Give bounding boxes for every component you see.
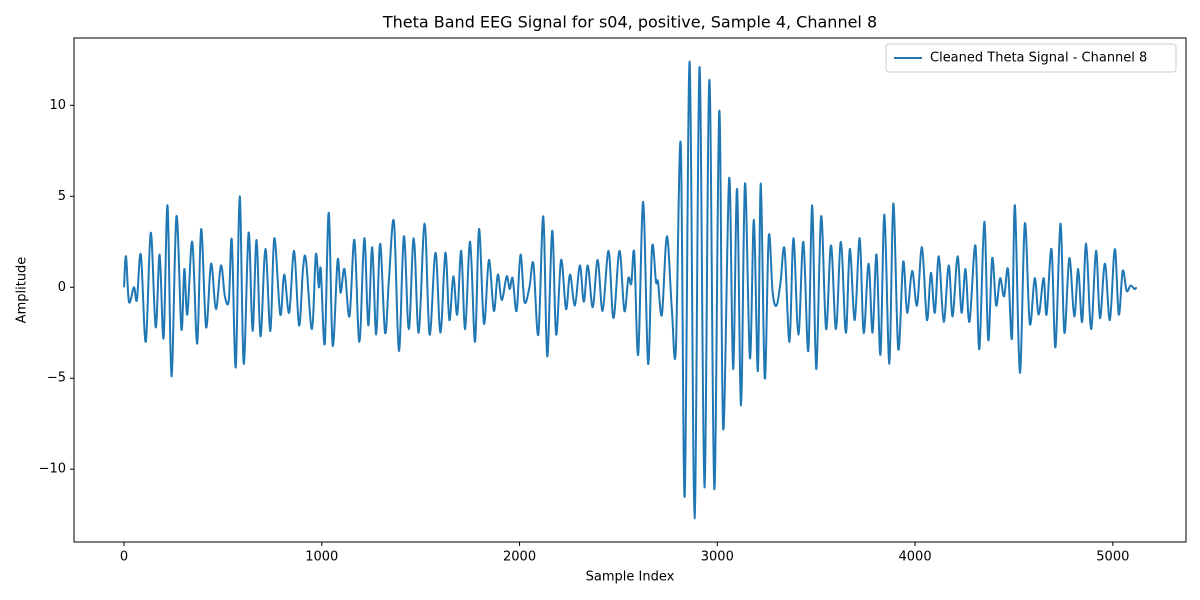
y-tick-label: 0 xyxy=(58,280,66,295)
y-tick-label: −10 xyxy=(39,462,66,477)
legend-label: Cleaned Theta Signal - Channel 8 xyxy=(930,51,1147,66)
legend-box xyxy=(885,43,1177,73)
x-axis-label: Sample Index xyxy=(586,570,675,585)
y-tick-label: 5 xyxy=(58,189,66,204)
plot-frame xyxy=(73,37,1187,543)
x-tick-label: 1000 xyxy=(305,550,338,565)
line-series xyxy=(123,60,1138,520)
x-tick-label: 5000 xyxy=(1096,550,1129,565)
y-tick-label: 10 xyxy=(49,98,66,113)
y-tick-label: −5 xyxy=(47,371,66,386)
x-tick-label: 2000 xyxy=(503,550,536,565)
y-axis-label: Amplitude xyxy=(15,257,30,324)
x-tick-label: 3000 xyxy=(701,550,734,565)
x-tick-label: 0 xyxy=(120,550,128,565)
chart-title: Theta Band EEG Signal for s04, positive,… xyxy=(382,13,877,32)
x-tick-label: 4000 xyxy=(899,550,932,565)
